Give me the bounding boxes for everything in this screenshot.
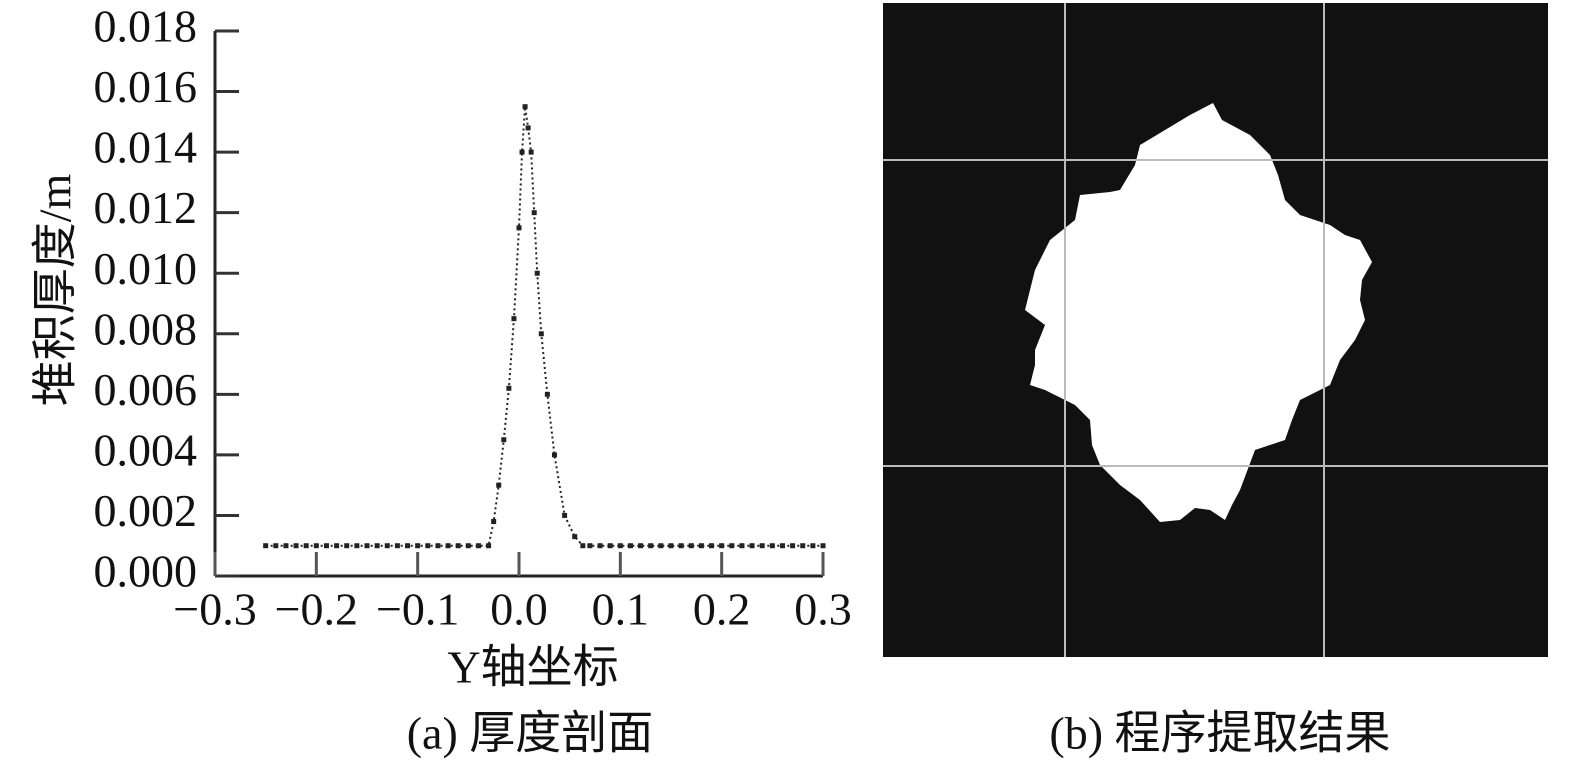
data-point [511,316,517,322]
data-point [538,331,544,337]
data-point [491,519,497,524]
data-point [551,452,557,458]
data-point [617,543,623,549]
data-point [273,543,279,549]
data-point [263,543,269,549]
data-point [531,210,537,216]
data-point [688,543,694,549]
data-point [709,543,715,549]
y-tick-label: 0.000 [94,546,198,597]
data-line [265,106,823,547]
data-point [283,543,289,549]
caption-b: (b) 程序提取结果 [1049,708,1390,759]
data-point [638,543,644,549]
data-point [435,543,441,549]
data-point [475,543,481,549]
x-tick-label: 0.1 [592,584,650,635]
data-point [394,543,400,549]
data-point [334,543,340,549]
data-point [800,543,806,549]
data-point [354,543,360,549]
data-point [293,543,299,549]
data-point [698,543,704,549]
data-point [719,543,725,549]
data-point [374,543,380,549]
data-point [769,543,775,549]
y-tick-label: 0.004 [94,424,198,475]
data-point [587,543,593,549]
data-point [597,543,603,549]
y-tick-label: 0.016 [94,61,198,112]
y-axis-label: 堆积厚度/m [30,174,81,407]
data-point [323,543,329,549]
data-point [739,543,745,549]
data-point [486,543,492,549]
data-point [729,543,735,549]
data-point [544,391,550,397]
data-point [303,543,309,549]
data-point [668,543,674,549]
extracted-region [1025,103,1372,522]
data-point [678,543,684,549]
y-tick-label: 0.006 [94,364,198,415]
y-tick-label: 0.018 [94,1,198,52]
caption-a: (a) 厚度剖面 [407,708,654,759]
data-point [534,270,540,276]
data-point [405,543,411,549]
data-point [465,543,471,549]
data-point [759,543,765,549]
y-tick-label: 0.012 [94,182,198,233]
y-tick-label: 0.008 [94,303,198,354]
data-point [506,385,512,391]
x-tick-label: −0.1 [376,584,459,635]
data-point [496,482,502,488]
data-point [749,543,755,549]
data-point [810,543,816,549]
y-tick-label: 0.002 [94,485,198,536]
data-point [516,225,522,231]
data-point [820,543,826,549]
data-point [344,543,350,549]
data-point [455,543,461,549]
extraction-image [883,3,1548,657]
data-point [519,149,525,155]
data-point [445,543,451,549]
data-point [313,543,319,549]
data-point [525,125,531,131]
x-tick-label: 0.3 [794,584,852,635]
x-tick-label: −0.2 [275,584,358,635]
data-point [415,543,421,549]
data-point [572,534,578,540]
data-point [562,512,568,518]
data-point [425,543,431,549]
x-axis-label: Y轴坐标 [447,642,618,693]
data-point [522,104,528,110]
data-point [627,543,633,549]
data-point [528,149,534,155]
x-tick-label: −0.3 [173,584,256,635]
data-point [658,543,664,549]
data-point [607,543,613,549]
data-point [790,543,796,549]
data-point [501,437,507,443]
data-point [384,543,390,549]
x-tick-label: 0.2 [693,584,751,635]
x-tick-label: 0.0 [490,584,548,635]
data-point [580,543,586,549]
y-tick-label: 0.010 [94,243,198,294]
data-point [779,543,785,549]
data-point [648,543,654,549]
y-tick-label: 0.014 [94,122,198,173]
data-point [364,543,370,549]
